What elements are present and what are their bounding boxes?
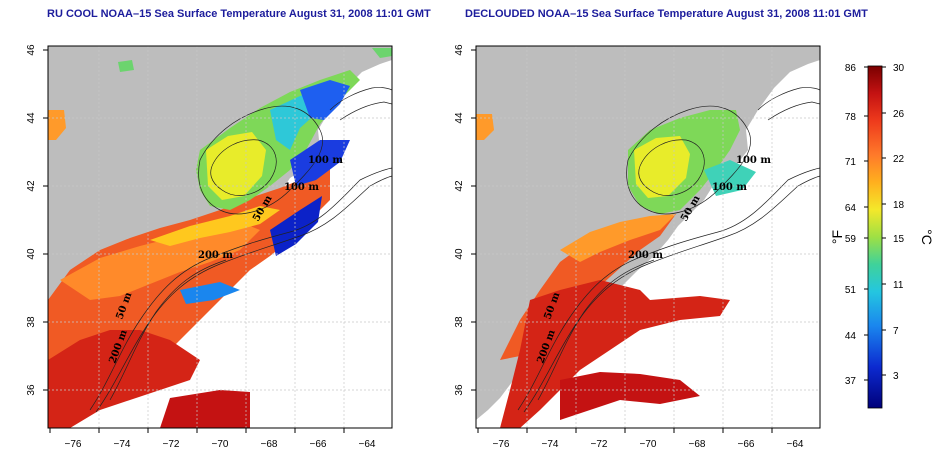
x-tick-label: −76	[65, 439, 82, 450]
fahrenheit-tick: 64	[845, 203, 857, 214]
fahrenheit-tick: 37	[845, 376, 857, 387]
sst-green-patch-ne	[372, 48, 392, 58]
sst-darkblue-band	[270, 196, 322, 256]
right-map-frame	[475, 45, 821, 429]
x-tick-label: −70	[640, 439, 657, 450]
colorbar: 86 78 71 64 59 51 44 37 30 26 22 18 15 1…	[829, 63, 935, 409]
y-tick-label: 40	[26, 248, 37, 260]
colorbar-ticks	[864, 66, 886, 381]
y-tick-label: 42	[26, 180, 37, 192]
fahrenheit-tick: 44	[845, 331, 857, 342]
celsius-tick: 11	[893, 280, 904, 291]
contour-label-200m: 200 m	[628, 250, 663, 261]
contour-label-100m-a: 100 m	[308, 155, 343, 166]
y-tick-label: 42	[454, 180, 465, 192]
celsius-tick: 7	[893, 326, 899, 337]
left-map-panel: 100 m 100 m 50 m 200 m 50 m 200 m −76 −7…	[26, 44, 393, 450]
x-tick-label: −72	[591, 439, 608, 450]
celsius-tick: 18	[893, 200, 905, 211]
x-tick-label: −66	[310, 439, 327, 450]
x-tick-label: −68	[261, 439, 278, 450]
contour-label-100m-b: 100 m	[284, 182, 319, 193]
x-tick-label: −74	[114, 439, 131, 450]
bathymetry-contours	[517, 87, 820, 413]
bathymetry-contours	[89, 87, 392, 413]
y-tick-label: 46	[26, 44, 37, 56]
sst-yellowgreen-region	[634, 136, 690, 198]
x-tick-label: −74	[542, 439, 559, 450]
fahrenheit-tick: 78	[845, 112, 857, 123]
sst-yellow-region	[150, 206, 280, 246]
celsius-tick: 22	[893, 154, 905, 165]
left-panel-title: RU COOL NOAA–15 Sea Surface Temperature …	[47, 8, 431, 20]
x-tick-label: −64	[787, 439, 804, 450]
y-tick-label: 46	[454, 44, 465, 56]
y-tick-label: 44	[26, 112, 37, 124]
sst-yellowgreen-region	[206, 132, 266, 200]
sst-hot-patches-offshore	[600, 296, 730, 336]
y-tick-label: 40	[454, 248, 465, 260]
fahrenheit-unit-label: °F	[829, 230, 845, 244]
sst-orange-region	[60, 222, 260, 300]
sst-orange-coast-patch	[476, 114, 494, 140]
y-tick-label: 38	[26, 316, 37, 328]
sst-hot-region	[48, 330, 200, 428]
x-tick-label: −76	[493, 439, 510, 450]
y-tick-label: 36	[454, 384, 465, 396]
sst-blue-streak	[180, 282, 240, 304]
sst-green-patch-north	[118, 60, 134, 72]
left-x-axis	[49, 428, 345, 433]
grid-lines	[48, 46, 392, 428]
fahrenheit-tick: 59	[845, 234, 857, 245]
x-tick-label: −64	[359, 439, 376, 450]
sst-hot-patches-south	[560, 372, 700, 420]
celsius-tick: 30	[893, 63, 905, 74]
celsius-unit-label: °C	[919, 229, 935, 245]
x-tick-label: −72	[163, 439, 180, 450]
fahrenheit-tick: 86	[845, 63, 857, 74]
sst-blue-region	[300, 80, 350, 120]
contour-label-100m-b: 100 m	[712, 182, 747, 193]
sst-orange-coast-patch	[48, 110, 66, 140]
grid-lines	[476, 46, 820, 428]
right-x-axis	[477, 428, 773, 433]
sst-hot-region-south	[160, 390, 250, 428]
fahrenheit-tick: 71	[845, 157, 857, 168]
x-tick-label: −68	[689, 439, 706, 450]
colorbar-gradient	[867, 65, 883, 409]
right-y-axis	[471, 49, 476, 391]
celsius-tick: 3	[893, 371, 899, 382]
y-tick-label: 36	[26, 384, 37, 396]
y-tick-label: 44	[454, 112, 465, 124]
celsius-tick: 26	[893, 109, 905, 120]
right-panel-title: DECLOUDED NOAA–15 Sea Surface Temperatur…	[465, 8, 868, 20]
left-map-frame	[47, 45, 393, 429]
fahrenheit-tick: 51	[845, 285, 857, 296]
right-map-panel: 100 m 100 m 50 m 200 m 50 m 200 m −76 −7…	[454, 44, 821, 450]
y-tick-label: 38	[454, 316, 465, 328]
celsius-tick: 15	[893, 234, 905, 245]
left-y-axis	[43, 49, 48, 391]
x-tick-label: −70	[212, 439, 229, 450]
contour-label-200m: 200 m	[198, 250, 233, 261]
sst-orange-region	[560, 214, 676, 262]
contour-label-100m-a: 100 m	[736, 155, 771, 166]
x-tick-label: −66	[738, 439, 755, 450]
